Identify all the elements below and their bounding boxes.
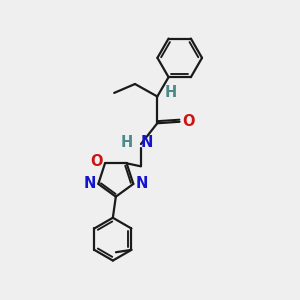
Text: O: O bbox=[182, 114, 194, 129]
Text: N: N bbox=[140, 135, 153, 150]
Text: N: N bbox=[136, 176, 148, 191]
Text: O: O bbox=[90, 154, 103, 169]
Text: H: H bbox=[165, 85, 177, 100]
Text: N: N bbox=[83, 176, 96, 191]
Text: H: H bbox=[120, 135, 133, 150]
